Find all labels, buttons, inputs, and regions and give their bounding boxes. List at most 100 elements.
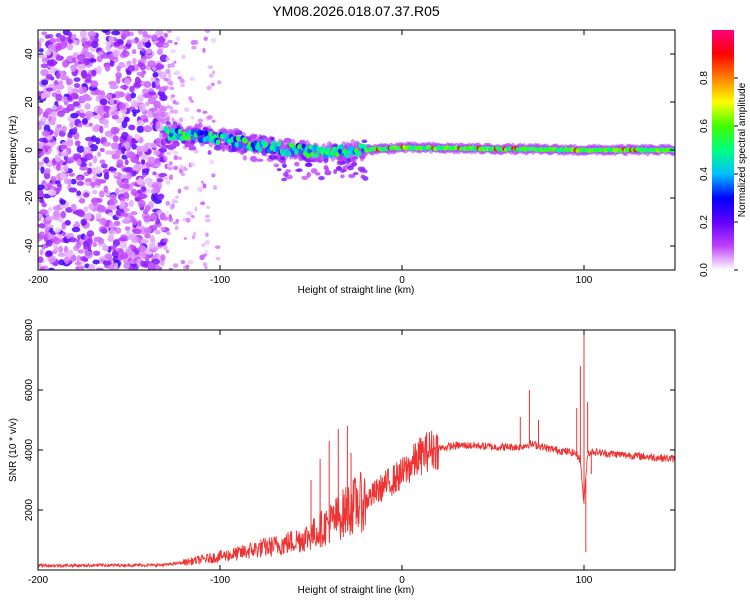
heatmap-cell: [140, 260, 146, 267]
heatmap-cell: [357, 166, 366, 172]
heatmap-cell: [360, 174, 366, 179]
snr-line: [38, 430, 675, 569]
heatmap-cell: [150, 188, 157, 195]
heatmap-cell: [140, 145, 149, 153]
heatmap-cell: [50, 176, 57, 182]
heatmap-cell: [92, 199, 98, 206]
heatmap-cell: [155, 137, 161, 146]
heatmap-cell: [124, 78, 131, 86]
heatmap-cell: [92, 155, 98, 164]
heatmap-cell: [83, 146, 92, 151]
heatmap-cell: [140, 238, 150, 244]
heatmap-cell: [68, 187, 78, 193]
heatmap-cell: [193, 39, 199, 45]
spectrogram-heatmap: [38, 30, 675, 270]
heatmap-cell: [67, 85, 73, 94]
heatmap-cell: [129, 85, 135, 93]
heatmap-cell: [166, 231, 171, 236]
heatmap-cell: [314, 152, 320, 158]
heatmap-cell: [156, 48, 164, 55]
heatmap-cell: [103, 185, 109, 193]
heatmap-cell: [124, 226, 131, 231]
heatmap-cell: [190, 215, 195, 219]
heatmap-cell: [107, 234, 115, 243]
heatmap-cell: [180, 259, 186, 265]
heatmap-cell: [38, 53, 46, 58]
spectrogram-y-tick-label: -40: [24, 238, 35, 253]
heatmap-cell: [127, 65, 135, 72]
heatmap-cell: [92, 114, 102, 120]
heatmap-cell: [38, 40, 42, 49]
heatmap-cell: [111, 93, 117, 99]
snr-x-tick-label: 100: [576, 575, 593, 586]
heatmap-cell: [40, 166, 45, 174]
heatmap-cell: [304, 162, 313, 167]
heatmap-cell: [86, 230, 95, 237]
spectrogram-x-tick-label: 100: [576, 275, 593, 286]
heatmap-cell: [156, 209, 163, 215]
heatmap-cell: [137, 79, 142, 84]
heatmap-cell: [194, 206, 198, 212]
heatmap-cell: [43, 156, 50, 164]
heatmap-cell: [177, 76, 182, 80]
heatmap-cell: [70, 178, 77, 185]
heatmap-cell: [130, 92, 137, 99]
heatmap-cell: [44, 168, 51, 174]
heatmap-cell: [61, 125, 67, 133]
heatmap-cell: [131, 143, 138, 150]
heatmap-cell: [335, 151, 340, 158]
heatmap-cell: [102, 260, 112, 266]
heatmap-cell: [154, 229, 161, 235]
heatmap-cell: [136, 119, 145, 126]
heatmap-cell: [171, 203, 175, 209]
heatmap-cell: [47, 255, 57, 264]
heatmap-cell: [173, 155, 179, 161]
heatmap-cell: [131, 138, 137, 144]
spectrogram-y-label: Frequency (Hz): [8, 116, 19, 185]
heatmap-cell: [121, 50, 130, 58]
heatmap-cell: [120, 252, 128, 260]
heatmap-cell: [132, 58, 137, 65]
heatmap-cell: [38, 124, 43, 131]
heatmap-cell: [142, 92, 150, 99]
heatmap-cell: [74, 261, 82, 266]
spectrogram-x-tick-label: -200: [28, 275, 48, 286]
heatmap-cell: [97, 51, 104, 56]
heatmap-cell: [178, 169, 184, 174]
heatmap-cell: [154, 79, 160, 86]
heatmap-cell: [165, 210, 169, 215]
heatmap-cell: [56, 183, 62, 188]
heatmap-cell: [175, 36, 181, 42]
heatmap-cell: [151, 183, 160, 189]
heatmap-cell: [276, 140, 282, 147]
heatmap-cell: [126, 172, 133, 180]
heatmap-cell: [207, 65, 214, 69]
heatmap-cell: [104, 150, 114, 155]
heatmap-cell: [129, 39, 136, 44]
heatmap-cell: [97, 204, 106, 213]
heatmap-cell: [104, 253, 113, 260]
heatmap-cell: [52, 205, 62, 211]
heatmap-cell: [116, 39, 124, 44]
heatmap-cell: [76, 145, 85, 153]
chart-title: YM08.2026.018.07.37.R05: [272, 3, 440, 19]
spectrogram-y-ticks: -40 -20 0 20 40: [24, 48, 675, 253]
heatmap-cell: [223, 144, 229, 150]
heatmap-cell: [171, 135, 177, 141]
heatmap-cell: [55, 33, 62, 38]
heatmap-cell: [115, 149, 122, 157]
heatmap-cell: [202, 47, 206, 53]
heatmap-cell: [145, 101, 150, 107]
heatmap-cell: [97, 237, 105, 245]
heatmap-cell: [122, 167, 132, 172]
heatmap-cell: [196, 109, 202, 113]
heatmap-cell: [48, 267, 55, 270]
heatmap-cell: [161, 116, 166, 122]
heatmap-cell: [121, 131, 129, 140]
heatmap-cell: [203, 130, 209, 136]
heatmap-cell: [279, 155, 286, 161]
heatmap-cell: [136, 125, 145, 133]
heatmap-cell: [282, 163, 287, 169]
snr-y-tick-label: 4000: [24, 438, 35, 461]
heatmap-cell: [257, 147, 263, 153]
